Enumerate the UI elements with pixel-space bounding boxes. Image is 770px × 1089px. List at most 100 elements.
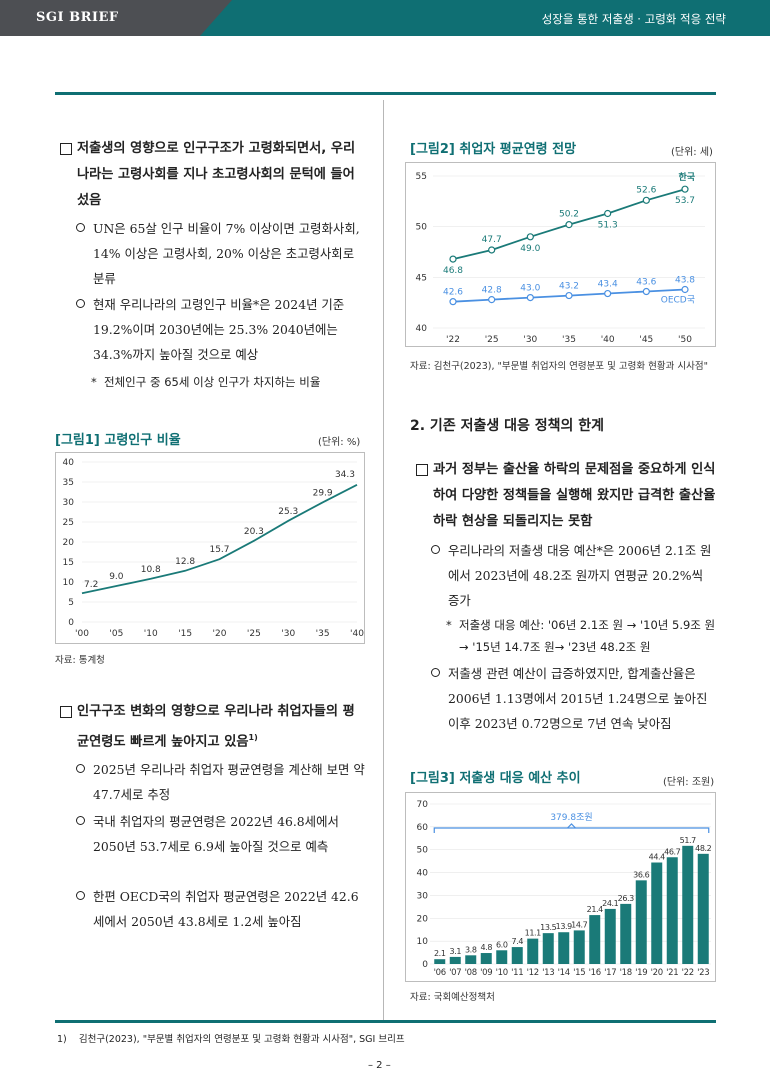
fig1-xtick-label: '05 — [109, 629, 123, 639]
fig3-bar — [620, 903, 632, 964]
circle-bullet-icon — [76, 764, 85, 773]
left-bullet-2: 현재 우리나라의 고령인구 비율*은 2024년 기준 19.2%이며 2030… — [76, 292, 366, 367]
fig3-xtick-label: '17 — [604, 968, 616, 978]
asterisk-icon: * — [446, 618, 452, 632]
fig2-data-label: 51.3 — [598, 220, 618, 230]
fig3-data-label: 46.7 — [664, 847, 681, 856]
fig3-xtick-label: '07 — [449, 968, 461, 978]
left-point-2-text: 인구구조 변화의 영향으로 우리나라 취업자들의 평균연령도 빠르게 높아지고 … — [77, 704, 355, 750]
fig2-data-label: 49.0 — [520, 244, 540, 254]
fig1-data-label: 34.3 — [335, 470, 355, 480]
fig1-title: [그림1] 고령인구 비율 — [55, 433, 181, 448]
fig1-data-label: 12.8 — [175, 557, 195, 567]
fig2-xtick-label: '50 — [678, 335, 692, 345]
fig3-bar — [604, 908, 616, 964]
fig3-data-label: 44.4 — [649, 853, 666, 862]
fig3-unit: (단위: 조원) — [663, 777, 715, 788]
fig3-data-label: 48.2 — [695, 844, 712, 853]
fig3-ytick-label: 30 — [417, 891, 429, 901]
fig3-total-bracket — [433, 827, 710, 833]
fig3-xtick-label: '14 — [558, 968, 570, 978]
fig1-ytick-label: 30 — [63, 498, 75, 508]
top-rule — [55, 92, 716, 95]
fig3-bar — [697, 853, 709, 964]
fig1-ytick-label: 0 — [68, 618, 74, 628]
fig2-data-label: 43.2 — [559, 282, 579, 292]
checkbox-square-icon — [60, 706, 72, 718]
fig2-data-label: 42.6 — [443, 288, 463, 298]
fig3-bar — [480, 953, 492, 964]
fig3-xtick-label: '11 — [511, 968, 523, 978]
fig1-data-label: 7.2 — [84, 580, 98, 590]
fig3-ytick-label: 40 — [417, 869, 429, 879]
fig2-data-point — [642, 196, 650, 204]
fig3-ytick-label: 70 — [417, 800, 429, 810]
fig2-ytick-label: 50 — [416, 223, 428, 233]
fig2-xtick-label: '40 — [601, 335, 615, 345]
fig3-data-label: 36.6 — [633, 870, 650, 879]
fig3-bar — [666, 857, 678, 964]
checkbox-square-icon — [416, 464, 428, 476]
fig1-xtick-label: '40 — [350, 629, 364, 639]
fig2-data-point — [449, 298, 457, 306]
circle-bullet-icon — [76, 816, 85, 825]
fig1-data-label: 10.8 — [141, 565, 161, 575]
fig3-bar — [558, 932, 570, 964]
fig1-xtick-label: '10 — [144, 629, 158, 639]
fig1-ytick-label: 5 — [68, 598, 74, 608]
footnote-ref: 1) — [248, 733, 258, 742]
fig3-xtick-label: '15 — [573, 968, 585, 978]
fig2-data-point — [681, 285, 689, 294]
fig3-source: 자료: 국회예산정책처 — [410, 992, 495, 1003]
fig3-xtick-label: '21 — [666, 968, 678, 978]
header-band-left — [0, 0, 232, 36]
fig2-xtick-label: '25 — [485, 335, 499, 345]
left-bullet-3: 2025년 우리나라 취업자 평균연령을 계산해 보면 약 47.7세로 추정 — [76, 757, 366, 807]
fig3-data-label: 3.1 — [449, 947, 461, 956]
fig3-data-label: 21.4 — [587, 905, 604, 914]
fig2-frame — [405, 162, 716, 347]
asterisk-icon: * — [91, 375, 97, 389]
left-note-text: 전체인구 중 65세 이상 인구가 차지하는 비율 — [104, 375, 321, 389]
right-bullet-1-text: 우리나라의 저출생 대응 예산*은 2006년 2.1조 원에서 2023년에 … — [448, 543, 712, 608]
fig1-chart: 0 5 10 15 20 25 30 35 40 '00 '05 '10 '15 '20 '25 '30 '35… — [55, 452, 365, 644]
left-point-2-wrap: 인구구조 변화의 영향으로 우리나라 취업자들의 평균연령도 빠르게 높아지고 … — [60, 699, 365, 755]
fig3-bar — [573, 930, 585, 964]
fig1-xtick-label: '15 — [178, 629, 192, 639]
left-bullet-3-text: 2025년 우리나라 취업자 평균연령을 계산해 보면 약 47.7세로 추정 — [93, 762, 365, 802]
fig1-xtick-label: '20 — [213, 629, 227, 639]
fig2-data-point — [526, 294, 534, 302]
fig3-data-label: 4.8 — [480, 943, 492, 952]
fig3-data-label: 7.4 — [511, 937, 523, 946]
right-point-1-text: 과거 정부는 출산율 하락의 문제점을 중요하게 인식하여 다양한 정책들을 실… — [433, 462, 716, 529]
left-bullet-4-text: 국내 취업자의 평균연령은 2022년 46.8세에서 2050년 53.7세로… — [93, 814, 339, 854]
fig2-data-label: 43.4 — [598, 280, 618, 290]
fig3-xtick-label: '19 — [635, 968, 647, 978]
fig3-data-label: 24.1 — [602, 899, 619, 908]
right-note-text: 저출생 대응 예산: '06년 2.1조 원 → '10년 5.9조 원 → '… — [459, 618, 716, 654]
fig3-data-label: 6.0 — [496, 940, 508, 949]
fig3-bar — [496, 950, 508, 964]
fig3-xtick-label: '09 — [480, 968, 492, 978]
fig1-ytick-label: 10 — [63, 578, 75, 588]
fig3-title: [그림3] 저출생 대응 예산 추이 — [410, 771, 581, 786]
fig1-xtick-label: '35 — [316, 629, 330, 639]
left-bullet-2-text: 현재 우리나라의 고령인구 비율*은 2024년 기준 19.2%이며 2030… — [93, 297, 345, 362]
circle-bullet-icon — [76, 223, 85, 232]
fig2-data-label: 43.6 — [636, 278, 656, 288]
fig3-ytick-label: 60 — [417, 823, 429, 833]
page-number: – 2 – — [368, 1060, 391, 1071]
fig2-data-label: 50.2 — [559, 210, 579, 220]
fig2-ytick-label: 40 — [416, 324, 428, 334]
fig2-unit: (단위: 세) — [671, 147, 713, 158]
report-title: 성장을 통한 저출생 · 고령화 적응 전략 — [541, 12, 726, 26]
header-band-right — [200, 0, 770, 36]
fig3-xtick-label: '20 — [651, 968, 663, 978]
section-title: 2. 기존 저출생 대응 정책의 한계 — [410, 418, 604, 434]
fig3-data-label: 51.7 — [680, 836, 697, 845]
fig3-xtick-label: '23 — [697, 968, 709, 978]
fig1-xtick-label: '25 — [247, 629, 261, 639]
fig2-source: 자료: 김천구(2023), "부문별 취업자의 연령분포 및 고령화 현황과 … — [410, 361, 708, 372]
footnote-text: 김천구(2023), "부문별 취업자의 연령분포 및 고령화 현황과 시사점"… — [78, 1034, 405, 1045]
fig3-bar — [527, 938, 539, 964]
